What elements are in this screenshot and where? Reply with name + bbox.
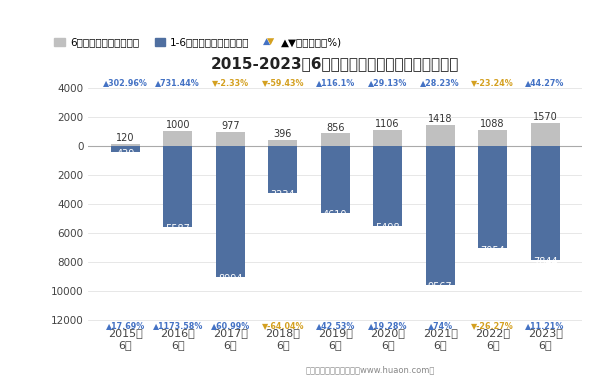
Bar bbox=[268, 146, 297, 193]
Text: 5587: 5587 bbox=[165, 224, 190, 234]
Text: 1088: 1088 bbox=[481, 119, 505, 129]
Bar bbox=[321, 146, 350, 213]
Bar bbox=[478, 130, 507, 146]
Text: ▲11.21%: ▲11.21% bbox=[525, 321, 565, 330]
Text: 977: 977 bbox=[221, 121, 239, 131]
Bar bbox=[531, 146, 559, 260]
Text: ▲44.27%: ▲44.27% bbox=[525, 78, 565, 87]
Text: 439: 439 bbox=[116, 149, 134, 159]
Text: ▲1173.58%: ▲1173.58% bbox=[153, 321, 203, 330]
Bar bbox=[426, 146, 454, 285]
Text: ▲302.96%: ▲302.96% bbox=[103, 78, 147, 87]
Bar bbox=[531, 123, 559, 146]
Text: ▼-2.33%: ▼-2.33% bbox=[212, 78, 249, 87]
Bar bbox=[111, 146, 140, 152]
Bar bbox=[373, 146, 402, 226]
Text: 7054: 7054 bbox=[480, 246, 505, 256]
Text: 5498: 5498 bbox=[376, 223, 400, 233]
Text: ▼-59.43%: ▼-59.43% bbox=[261, 78, 304, 87]
Bar bbox=[426, 125, 454, 146]
Text: ▼-26.27%: ▼-26.27% bbox=[471, 321, 514, 330]
Text: ▲42.53%: ▲42.53% bbox=[316, 321, 355, 330]
Bar bbox=[164, 131, 192, 146]
Bar bbox=[478, 146, 507, 249]
Bar bbox=[216, 132, 245, 146]
Text: 7844: 7844 bbox=[533, 257, 558, 267]
Text: ▲28.23%: ▲28.23% bbox=[420, 78, 460, 87]
Text: 8994: 8994 bbox=[218, 274, 242, 284]
Text: 120: 120 bbox=[116, 133, 134, 143]
Bar bbox=[321, 133, 350, 146]
Text: 制图：华经产业研究院（www.huaon.com）: 制图：华经产业研究院（www.huaon.com） bbox=[306, 365, 435, 374]
Bar bbox=[373, 130, 402, 146]
Text: 396: 396 bbox=[273, 129, 292, 139]
Text: 856: 856 bbox=[326, 123, 344, 132]
Text: 3234: 3234 bbox=[270, 190, 295, 200]
Text: ▲731.44%: ▲731.44% bbox=[155, 78, 200, 87]
Text: 1106: 1106 bbox=[376, 119, 400, 129]
Text: 1418: 1418 bbox=[428, 114, 453, 124]
Bar bbox=[164, 146, 192, 227]
Text: ▲19.28%: ▲19.28% bbox=[368, 321, 407, 330]
Text: ▲116.1%: ▲116.1% bbox=[316, 78, 355, 87]
Title: 2015-2023年6月大连商品交易所玉米期货成交量: 2015-2023年6月大连商品交易所玉米期货成交量 bbox=[211, 56, 460, 71]
Bar bbox=[111, 144, 140, 146]
Bar bbox=[216, 146, 245, 277]
Text: ▲60.99%: ▲60.99% bbox=[211, 321, 250, 330]
Text: 1570: 1570 bbox=[533, 112, 558, 122]
Text: 1000: 1000 bbox=[165, 120, 190, 130]
Text: ▲74%: ▲74% bbox=[427, 321, 453, 330]
Text: ▼-23.24%: ▼-23.24% bbox=[471, 78, 514, 87]
Bar bbox=[268, 140, 297, 146]
Legend: 6月期货成交量（万手）, 1-6月期货成交量（万手）, ▲▼同比增长（%): 6月期货成交量（万手）, 1-6月期货成交量（万手）, ▲▼同比增长（%) bbox=[54, 38, 342, 47]
Text: ▼-64.04%: ▼-64.04% bbox=[261, 321, 304, 330]
Text: 9567: 9567 bbox=[428, 282, 453, 292]
Text: ▲29.13%: ▲29.13% bbox=[368, 78, 407, 87]
Text: 4610: 4610 bbox=[323, 210, 347, 220]
Text: ▲17.69%: ▲17.69% bbox=[106, 321, 145, 330]
